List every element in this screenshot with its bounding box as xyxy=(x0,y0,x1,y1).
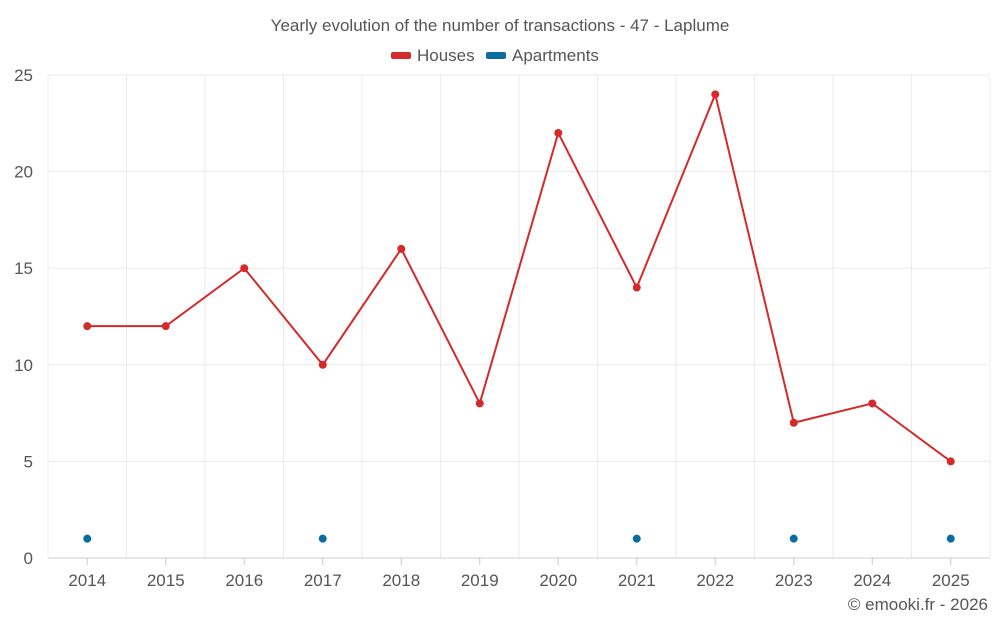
series-houses xyxy=(83,90,955,466)
credit: © emooki.fr - 2026 xyxy=(848,595,988,614)
data-point-houses[interactable] xyxy=(83,322,92,331)
legend-item-houses[interactable]: Houses xyxy=(391,46,475,65)
data-point-houses[interactable] xyxy=(632,283,641,292)
data-point-houses[interactable] xyxy=(397,244,406,253)
data-point-apartments[interactable] xyxy=(318,534,327,543)
x-tick-label: 2020 xyxy=(539,571,577,590)
chart-title: Yearly evolution of the number of transa… xyxy=(271,16,730,35)
x-tick-label: 2024 xyxy=(853,571,891,590)
x-tick-label: 2014 xyxy=(68,571,106,590)
data-point-houses[interactable] xyxy=(946,457,955,466)
legend-item-apartments[interactable]: Apartments xyxy=(486,46,599,65)
x-tick-label: 2018 xyxy=(382,571,420,590)
series-apartments xyxy=(83,534,955,543)
data-point-houses[interactable] xyxy=(789,418,798,427)
x-tick-label: 2023 xyxy=(775,571,813,590)
x-axis: 2014 2015 2016 2017 2018 2019 2020 2021 2022 2023… xyxy=(68,558,970,590)
series-line-houses xyxy=(87,91,952,463)
data-point-houses[interactable] xyxy=(711,90,720,99)
x-gridlines xyxy=(47,75,991,558)
x-tick-label: 2019 xyxy=(461,571,499,590)
data-point-houses[interactable] xyxy=(868,399,877,408)
y-axis: 0 5 10 15 20 25 xyxy=(14,66,33,568)
data-point-apartments[interactable] xyxy=(632,534,641,543)
x-tick-label: 2017 xyxy=(304,571,342,590)
data-point-houses[interactable] xyxy=(240,264,249,273)
x-tick-label: 2016 xyxy=(225,571,263,590)
data-point-houses[interactable] xyxy=(554,128,563,137)
x-tick-label: 2025 xyxy=(932,571,970,590)
x-tick-label: 2021 xyxy=(618,571,656,590)
x-tick-label: 2015 xyxy=(147,571,185,590)
y-tick-label: 15 xyxy=(14,259,33,278)
data-point-apartments[interactable] xyxy=(83,534,92,543)
x-tick-label: 2022 xyxy=(696,571,734,590)
y-tick-label: 10 xyxy=(14,356,33,375)
data-point-houses[interactable] xyxy=(318,360,327,369)
y-tick-label: 0 xyxy=(24,549,33,568)
legend-swatch-apartments xyxy=(486,52,506,59)
legend-label-apartments: Apartments xyxy=(512,46,599,65)
data-point-apartments[interactable] xyxy=(789,534,798,543)
legend: Houses Apartments xyxy=(391,46,599,65)
data-point-apartments[interactable] xyxy=(946,534,955,543)
y-tick-label: 20 xyxy=(14,163,33,182)
y-tick-label: 25 xyxy=(14,66,33,85)
data-point-houses[interactable] xyxy=(475,399,484,408)
legend-label-houses: Houses xyxy=(417,46,475,65)
series xyxy=(83,90,955,543)
legend-swatch-houses xyxy=(391,52,411,59)
data-point-houses[interactable] xyxy=(161,322,170,331)
y-tick-label: 5 xyxy=(24,452,33,471)
